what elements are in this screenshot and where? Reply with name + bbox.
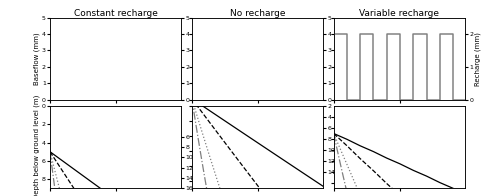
Y-axis label: Recharge (mm): Recharge (mm) — [474, 32, 481, 86]
Y-axis label: Baseflow (mm): Baseflow (mm) — [34, 32, 40, 85]
Title: Constant recharge: Constant recharge — [74, 9, 158, 18]
Title: Variable recharge: Variable recharge — [360, 9, 440, 18]
Y-axis label: Depth below ground level (m): Depth below ground level (m) — [34, 95, 40, 196]
Title: No recharge: No recharge — [230, 9, 285, 18]
